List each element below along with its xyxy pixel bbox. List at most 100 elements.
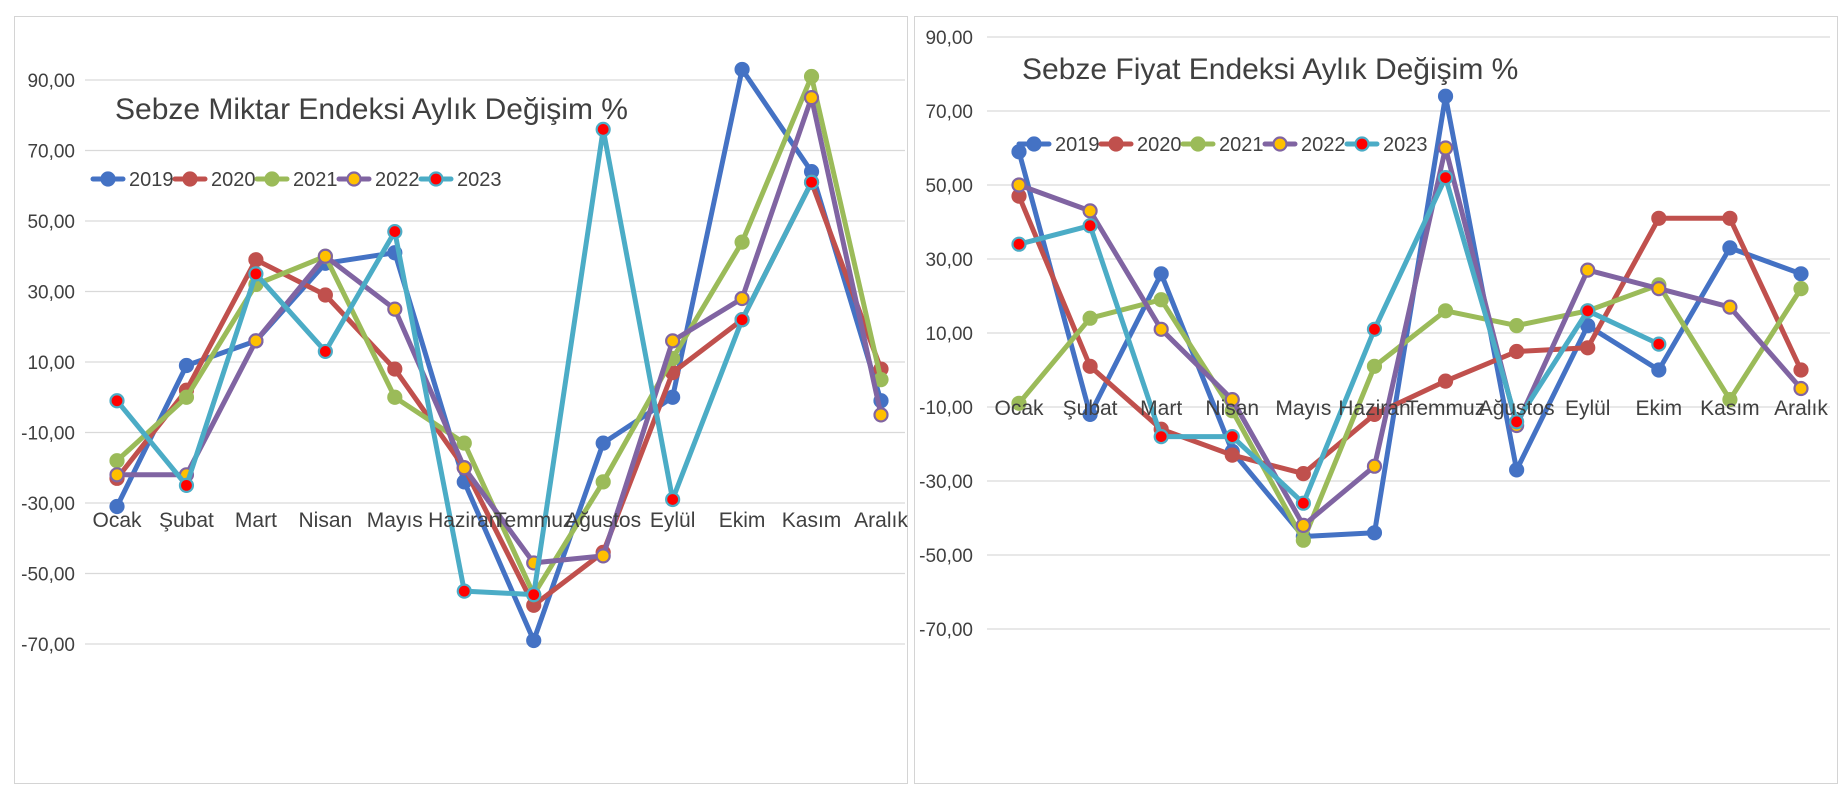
x-category-label: Ocak (92, 509, 142, 532)
x-category-label: Eylül (650, 509, 696, 532)
x-category-label: Nisan (299, 509, 353, 532)
legend-swatch-marker (264, 171, 280, 187)
x-category-label: Şubat (159, 509, 214, 532)
x-category-label: Haziran (1338, 397, 1410, 420)
data-point (456, 435, 472, 451)
chart-panel-fiyat: 90,00 70,00 50,00 30,00 10,00 -10,00 -30,00 -50… (914, 16, 1838, 784)
legend-label: 2020 (1137, 134, 1182, 156)
data-point (734, 290, 750, 307)
y-tick-label: 10,00 (925, 324, 973, 345)
data-point (803, 174, 820, 190)
data-point (317, 248, 333, 264)
y-tick-label: -10,00 (919, 398, 973, 419)
data-point (1224, 392, 1240, 408)
data-point (595, 121, 611, 137)
series-group (1011, 88, 1809, 548)
y-tick-label: 90,00 (925, 28, 973, 49)
x-category-label: Aralık (854, 509, 908, 532)
chart-title: Sebze Fiyat Endeksi Aylık Değişim % (1022, 53, 1518, 86)
x-category-label: Ocak (994, 397, 1044, 420)
legend-label: 2022 (375, 169, 420, 191)
y-tick-label: -30,00 (919, 472, 973, 493)
data-point (1082, 218, 1098, 234)
series-line (114, 179, 884, 608)
data-point (248, 333, 264, 349)
x-category-label: Şubat (1063, 397, 1118, 420)
series-line (1016, 193, 1804, 477)
data-point (734, 312, 750, 328)
y-tick-label: 10,00 (27, 353, 75, 374)
data-point (1509, 462, 1525, 478)
legend: 2019 2020 2021 2022 2023 (90, 169, 502, 191)
data-point (1509, 414, 1525, 430)
data-point (1580, 303, 1596, 319)
legend-item-2020: 2020 (172, 169, 256, 191)
data-point (1651, 281, 1667, 297)
data-point (665, 389, 681, 405)
legend-item-2021: 2021 (254, 169, 338, 191)
series-line (114, 66, 884, 643)
data-point (526, 587, 542, 603)
chart-fiyat: 90,00 70,00 50,00 30,00 10,00 -10,00 -30,00 -50… (919, 28, 1830, 641)
y-tick-label: -10,00 (21, 424, 75, 445)
data-point (248, 266, 264, 282)
series-2022 (1011, 140, 1809, 533)
y-tick-label: -30,00 (21, 494, 75, 515)
chart-miktar: 90,00 70,00 50,00 30,00 10,00 -10,00 -30,00 -50… (21, 61, 908, 656)
data-point (803, 90, 820, 106)
series-line (1016, 145, 1804, 528)
data-point (1580, 262, 1596, 278)
legend-label: 2023 (1383, 134, 1428, 156)
legend-item-2022: 2022 (336, 169, 420, 191)
legend-item-2020: 2020 (1098, 134, 1182, 156)
data-point (1366, 458, 1383, 474)
legend-swatch-marker (1026, 136, 1042, 152)
x-category-label: Kasım (1700, 397, 1760, 420)
data-point (1295, 517, 1311, 533)
data-point (1082, 406, 1098, 422)
data-point (109, 498, 125, 515)
data-point (317, 343, 333, 360)
x-category-label: Aralık (1774, 397, 1828, 420)
legend-item-2019: 2019 (90, 169, 174, 191)
data-point (1722, 210, 1738, 226)
data-point (1651, 362, 1667, 378)
x-category-label: Mayıs (367, 509, 423, 532)
gridlines (85, 79, 905, 645)
x-category-label: Ekim (1635, 397, 1682, 420)
data-point (1722, 240, 1738, 256)
data-point (1366, 406, 1383, 422)
x-category-label: Ağustos (1479, 397, 1555, 420)
data-point (1509, 343, 1525, 360)
data-point (1437, 170, 1454, 186)
data-point (803, 68, 820, 85)
legend-swatch-marker (1272, 136, 1288, 152)
x-category-label: Mayıs (1275, 397, 1331, 420)
x-category-label: Mart (1140, 397, 1182, 420)
x-category-label: Nisan (1205, 397, 1259, 420)
chart-title: Sebze Miktar Endeksi Aylık Değişim % (115, 93, 628, 126)
data-point (1011, 236, 1027, 252)
chart-panel-miktar: 90,00 70,00 50,00 30,00 10,00 -10,00 -30,00 -50… (14, 16, 908, 784)
data-point (1082, 310, 1098, 326)
data-point (1793, 266, 1809, 282)
data-point (595, 548, 611, 564)
x-category-label: Mart (235, 509, 277, 532)
data-point (178, 357, 195, 374)
x-category-label: Temmuz (494, 509, 573, 532)
legend-label: 2021 (1219, 134, 1264, 156)
y-tick-label: 30,00 (27, 283, 75, 304)
legend-label: 2019 (1055, 134, 1100, 156)
data-point (317, 287, 333, 303)
data-point (595, 474, 611, 490)
data-point (387, 389, 403, 405)
data-point (1437, 140, 1454, 156)
data-point (1793, 281, 1809, 297)
data-point (1366, 358, 1383, 374)
x-category-label: Ağustos (565, 509, 641, 532)
data-point (109, 453, 125, 469)
data-point (1437, 303, 1454, 319)
data-point (734, 61, 750, 78)
data-point (248, 252, 264, 268)
legend-item-2021: 2021 (1180, 134, 1264, 156)
